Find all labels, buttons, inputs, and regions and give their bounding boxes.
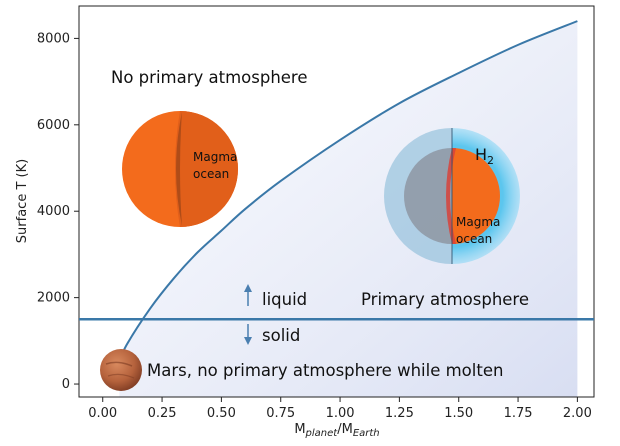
x-tick-label: 1.50 (444, 406, 473, 421)
x-tick-label: 0.50 (207, 406, 236, 421)
y-tick-label: 4000 (37, 204, 70, 219)
liquid-arrow (244, 284, 252, 306)
y-tick-label: 8000 (37, 31, 70, 46)
x-tick-label: 1.75 (504, 406, 533, 421)
liquid-label: liquid (262, 290, 307, 309)
x-tick-label: 0.25 (148, 406, 177, 421)
plot-frame (78, 5, 595, 398)
mars-icon (100, 349, 142, 391)
no-primary-atmosphere-label: No primary atmosphere (111, 68, 308, 87)
x-tick-label: 1.00 (326, 406, 355, 421)
primary-atmosphere-label: Primary atmosphere (361, 290, 529, 309)
x-tick-label: 2.00 (563, 406, 592, 421)
x-tick-label: 1.25 (385, 406, 414, 421)
magma-label-1: Magma (193, 150, 237, 164)
y-axis: 0 2000 4000 6000 8000 (37, 31, 79, 392)
ocean-label-2: ocean (456, 232, 492, 246)
mars-label: Mars, no primary atmosphere while molten (147, 361, 503, 380)
series-line (118, 20, 578, 363)
solid-arrow (244, 324, 252, 345)
solid-label: solid (262, 326, 300, 345)
y-tick-label: 0 (62, 377, 70, 392)
magma-planet-icon (122, 111, 238, 227)
x-tick-label: 0.75 (266, 406, 295, 421)
y-axis-label: Surface T (K) (15, 159, 30, 243)
x-axis-label: Mplanet/MEarth (294, 422, 379, 439)
primary-atmosphere-planet-icon (384, 128, 520, 264)
y-tick-label: 6000 (37, 118, 70, 133)
magma-label-2: Magma (456, 215, 500, 229)
h2-label: H2 (475, 145, 494, 167)
x-axis: 0.00 0.25 0.50 0.75 1.00 1.25 1.50 1.75 2.00 (88, 397, 592, 421)
y-tick-label: 2000 (37, 291, 70, 306)
primary-atmosphere-region (119, 21, 578, 397)
x-tick-label: 0.00 (88, 406, 117, 421)
ocean-label-1: ocean (193, 167, 229, 181)
